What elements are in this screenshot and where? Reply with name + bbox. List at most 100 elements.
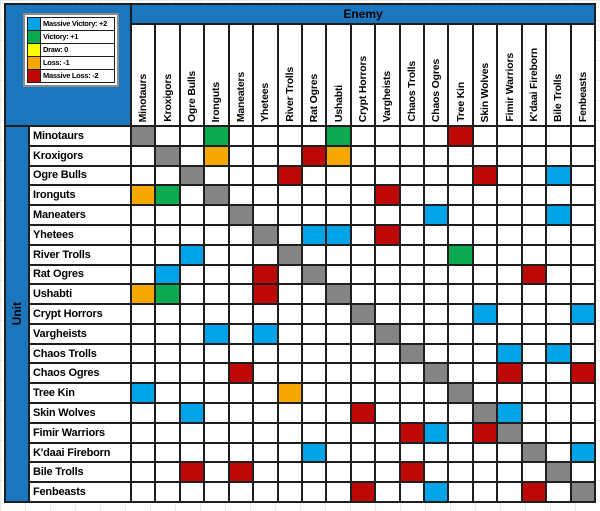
matchup-cell-ironguts-vs-ushabti[interactable] (327, 186, 350, 205)
matchup-cell-fimir-warriors-vs-ogre-bulls[interactable] (180, 423, 204, 442)
matchup-cell-chaos-trolls-vs-skin-wolves[interactable] (473, 344, 497, 363)
matchup-cell-kroxigors-vs-bile-trolls[interactable] (547, 146, 570, 165)
matchup-cell-k-daai-fireborn-vs-fenbeasts[interactable] (571, 443, 594, 462)
matchup-cell-chaos-ogres-vs-minotaurs[interactable] (132, 364, 155, 383)
matchup-cell-minotaurs-vs-vargheists[interactable] (376, 127, 399, 145)
matchup-cell-tree-kin-vs-chaos-trolls[interactable] (400, 384, 424, 403)
matchup-cell-ushabti-vs-fenbeasts[interactable] (571, 285, 594, 304)
matchup-cell-chaos-trolls-vs-bile-trolls[interactable] (547, 344, 570, 363)
matchup-cell-vargheists-vs-tree-kin[interactable] (449, 324, 472, 343)
matchup-cell-kroxigors-vs-ironguts[interactable] (205, 146, 228, 165)
matchup-cell-ogre-bulls-vs-chaos-ogres[interactable] (425, 166, 448, 185)
matchup-cell-vargheists-vs-fenbeasts[interactable] (571, 324, 594, 343)
matchup-cell-kroxigors-vs-ushabti[interactable] (327, 146, 350, 165)
matchup-cell-chaos-trolls-vs-maneaters[interactable] (229, 344, 253, 363)
matchup-cell-tree-kin-vs-ogre-bulls[interactable] (180, 384, 204, 403)
matchup-cell-chaos-trolls-vs-kroxigors[interactable] (156, 344, 179, 363)
matchup-cell-bile-trolls-vs-fimir-warriors[interactable] (498, 463, 521, 482)
matchup-cell-k-daai-fireborn-vs-vargheists[interactable] (376, 443, 399, 462)
matchup-cell-chaos-ogres-vs-ogre-bulls[interactable] (180, 364, 204, 383)
matchup-cell-rat-ogres-vs-crypt-horrors[interactable] (351, 265, 375, 284)
matchup-cell-yhetees-vs-crypt-horrors[interactable] (351, 225, 375, 244)
matchup-cell-ushabti-vs-bile-trolls[interactable] (547, 285, 570, 304)
matchup-cell-vargheists-vs-bile-trolls[interactable] (547, 324, 570, 343)
matchup-cell-fimir-warriors-vs-chaos-ogres[interactable] (425, 423, 448, 442)
matchup-cell-chaos-trolls-vs-ironguts[interactable] (205, 344, 228, 363)
matchup-cell-k-daai-fireborn-vs-skin-wolves[interactable] (473, 443, 497, 462)
matchup-cell-maneaters-vs-rat-ogres[interactable] (302, 206, 326, 224)
matchup-cell-fimir-warriors-vs-chaos-trolls[interactable] (400, 423, 424, 442)
matchup-cell-tree-kin-vs-crypt-horrors[interactable] (351, 384, 375, 403)
matchup-cell-river-trolls-vs-ogre-bulls[interactable] (180, 245, 204, 264)
matchup-cell-vargheists-vs-rat-ogres[interactable] (302, 324, 326, 343)
matchup-cell-vargheists-vs-maneaters[interactable] (229, 324, 253, 343)
matchup-cell-maneaters-vs-ogre-bulls[interactable] (180, 206, 204, 224)
matchup-cell-ogre-bulls-vs-ironguts[interactable] (205, 166, 228, 185)
matchup-cell-kroxigors-vs-tree-kin[interactable] (449, 146, 472, 165)
matchup-cell-ushabti-vs-ironguts[interactable] (205, 285, 228, 304)
matchup-cell-maneaters-vs-skin-wolves[interactable] (473, 206, 497, 224)
matchup-cell-crypt-horrors-vs-vargheists[interactable] (376, 305, 399, 323)
matchup-cell-chaos-ogres-vs-ushabti[interactable] (327, 364, 350, 383)
matchup-cell-maneaters-vs-ironguts[interactable] (205, 206, 228, 224)
matchup-cell-tree-kin-vs-kroxigors[interactable] (156, 384, 179, 403)
matchup-cell-ushabti-vs-chaos-trolls[interactable] (400, 285, 424, 304)
matchup-cell-maneaters-vs-vargheists[interactable] (376, 206, 399, 224)
matchup-cell-fenbeasts-vs-rat-ogres[interactable] (302, 483, 326, 501)
matchup-cell-ushabti-vs-kroxigors[interactable] (156, 285, 179, 304)
matchup-cell-fenbeasts-vs-minotaurs[interactable] (132, 483, 155, 501)
matchup-cell-tree-kin-vs-rat-ogres[interactable] (302, 384, 326, 403)
matchup-cell-ogre-bulls-vs-rat-ogres[interactable] (302, 166, 326, 185)
matchup-cell-minotaurs-vs-chaos-trolls[interactable] (400, 127, 424, 145)
matchup-cell-minotaurs-vs-kroxigors[interactable] (156, 127, 179, 145)
matchup-cell-tree-kin-vs-fimir-warriors[interactable] (498, 384, 521, 403)
matchup-cell-ironguts-vs-kroxigors[interactable] (156, 186, 179, 205)
matchup-cell-kroxigors-vs-k-daai-fireborn[interactable] (522, 146, 546, 165)
matchup-cell-fenbeasts-vs-fimir-warriors[interactable] (498, 483, 521, 501)
matchup-cell-tree-kin-vs-k-daai-fireborn[interactable] (522, 384, 546, 403)
matchup-cell-crypt-horrors-vs-ogre-bulls[interactable] (180, 305, 204, 323)
matchup-cell-k-daai-fireborn-vs-ironguts[interactable] (205, 443, 228, 462)
matchup-cell-kroxigors-vs-yhetees[interactable] (254, 146, 277, 165)
matchup-cell-rat-ogres-vs-rat-ogres[interactable] (302, 265, 326, 284)
matchup-cell-minotaurs-vs-ogre-bulls[interactable] (180, 127, 204, 145)
matchup-cell-kroxigors-vs-minotaurs[interactable] (132, 146, 155, 165)
matchup-cell-chaos-ogres-vs-k-daai-fireborn[interactable] (522, 364, 546, 383)
matchup-cell-fimir-warriors-vs-ironguts[interactable] (205, 423, 228, 442)
matchup-cell-ogre-bulls-vs-river-trolls[interactable] (278, 166, 301, 185)
matchup-cell-rat-ogres-vs-maneaters[interactable] (229, 265, 253, 284)
matchup-cell-minotaurs-vs-maneaters[interactable] (229, 127, 253, 145)
matchup-cell-chaos-trolls-vs-fenbeasts[interactable] (571, 344, 594, 363)
matchup-cell-chaos-ogres-vs-tree-kin[interactable] (449, 364, 472, 383)
matchup-cell-ironguts-vs-fimir-warriors[interactable] (498, 186, 521, 205)
matchup-cell-fenbeasts-vs-tree-kin[interactable] (449, 483, 472, 501)
matchup-cell-crypt-horrors-vs-tree-kin[interactable] (449, 305, 472, 323)
matchup-cell-skin-wolves-vs-k-daai-fireborn[interactable] (522, 404, 546, 422)
matchup-cell-crypt-horrors-vs-maneaters[interactable] (229, 305, 253, 323)
matchup-cell-yhetees-vs-skin-wolves[interactable] (473, 225, 497, 244)
matchup-cell-bile-trolls-vs-ushabti[interactable] (327, 463, 350, 482)
matchup-cell-rat-ogres-vs-k-daai-fireborn[interactable] (522, 265, 546, 284)
matchup-cell-fimir-warriors-vs-rat-ogres[interactable] (302, 423, 326, 442)
matchup-cell-chaos-ogres-vs-chaos-trolls[interactable] (400, 364, 424, 383)
matchup-cell-chaos-trolls-vs-minotaurs[interactable] (132, 344, 155, 363)
matchup-cell-skin-wolves-vs-kroxigors[interactable] (156, 404, 179, 422)
matchup-cell-fenbeasts-vs-vargheists[interactable] (376, 483, 399, 501)
matchup-cell-yhetees-vs-river-trolls[interactable] (278, 225, 301, 244)
matchup-cell-minotaurs-vs-fenbeasts[interactable] (571, 127, 594, 145)
matchup-cell-minotaurs-vs-tree-kin[interactable] (449, 127, 472, 145)
matchup-cell-ironguts-vs-chaos-trolls[interactable] (400, 186, 424, 205)
matchup-cell-minotaurs-vs-k-daai-fireborn[interactable] (522, 127, 546, 145)
matchup-cell-river-trolls-vs-ironguts[interactable] (205, 245, 228, 264)
matchup-cell-fimir-warriors-vs-tree-kin[interactable] (449, 423, 472, 442)
matchup-cell-river-trolls-vs-k-daai-fireborn[interactable] (522, 245, 546, 264)
matchup-cell-ironguts-vs-yhetees[interactable] (254, 186, 277, 205)
matchup-cell-k-daai-fireborn-vs-rat-ogres[interactable] (302, 443, 326, 462)
matchup-cell-crypt-horrors-vs-river-trolls[interactable] (278, 305, 301, 323)
matchup-cell-rat-ogres-vs-yhetees[interactable] (254, 265, 277, 284)
matchup-cell-skin-wolves-vs-fenbeasts[interactable] (571, 404, 594, 422)
matchup-cell-tree-kin-vs-bile-trolls[interactable] (547, 384, 570, 403)
matchup-cell-tree-kin-vs-maneaters[interactable] (229, 384, 253, 403)
matchup-cell-ushabti-vs-tree-kin[interactable] (449, 285, 472, 304)
matchup-cell-yhetees-vs-tree-kin[interactable] (449, 225, 472, 244)
